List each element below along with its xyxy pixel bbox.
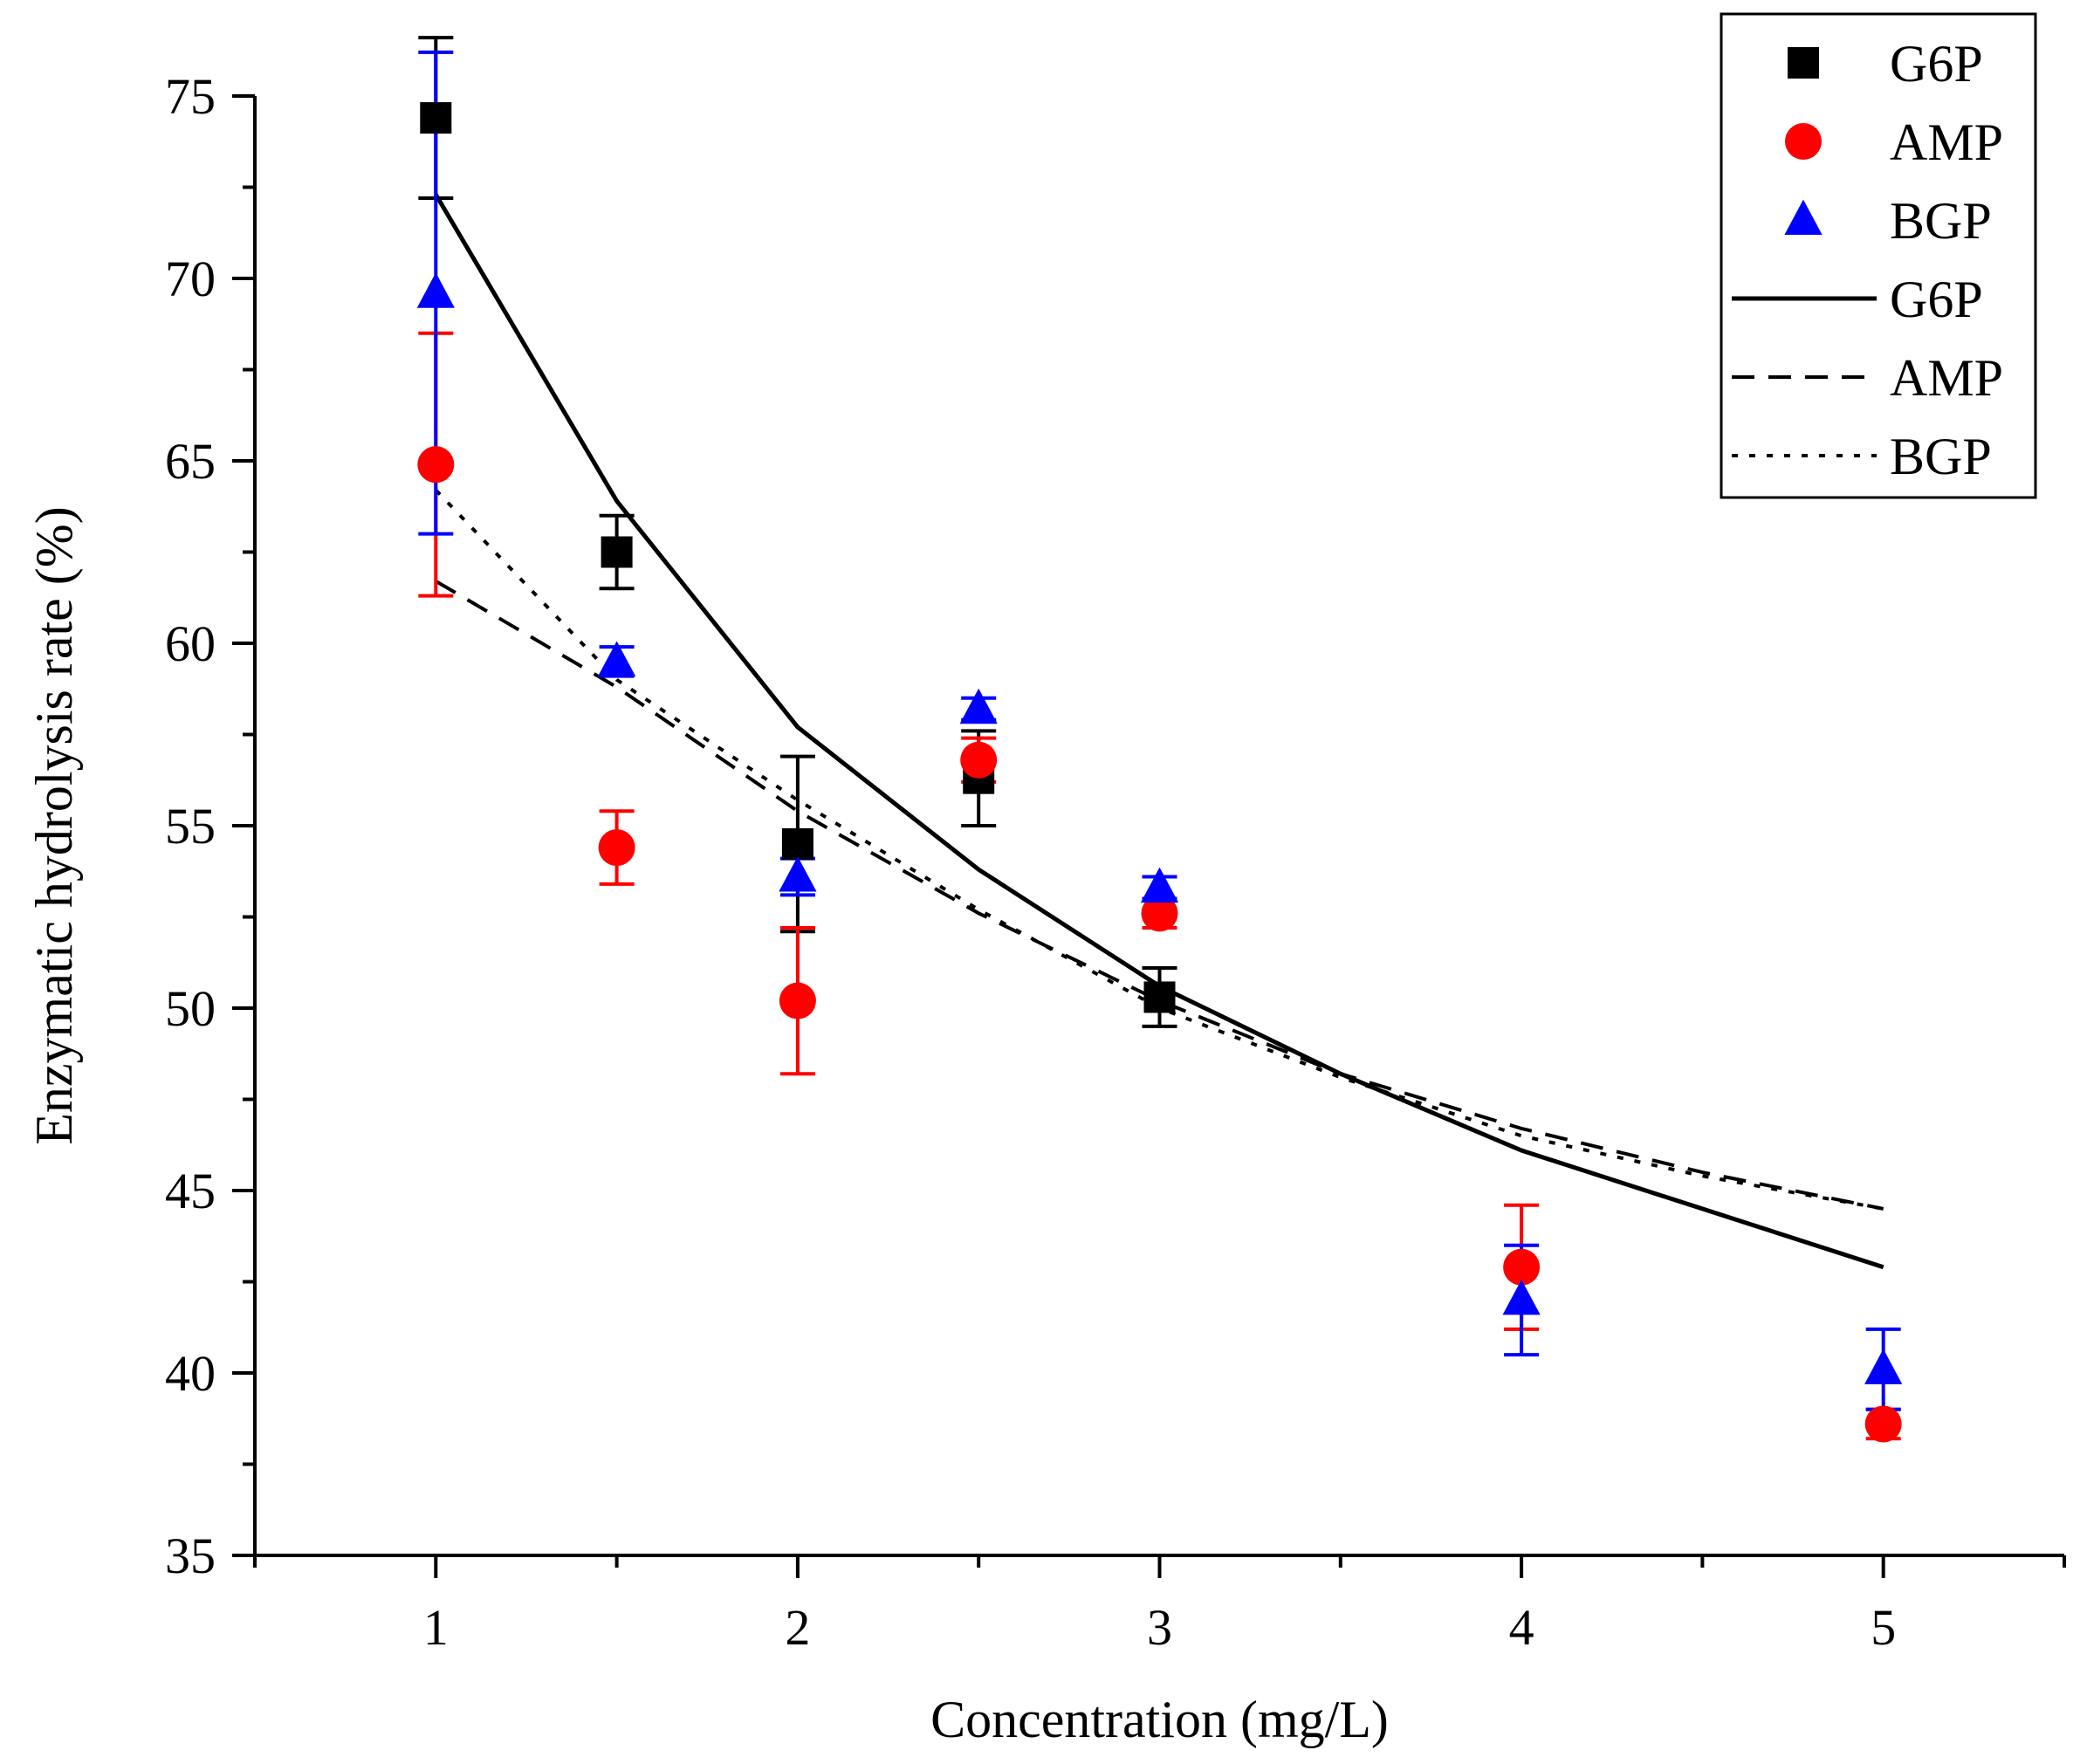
data-point-amp [1503, 1248, 1541, 1286]
y-tick-label: 50 [165, 980, 216, 1037]
data-point-bgp [1864, 1349, 1903, 1384]
legend-label: G6P [1890, 35, 1983, 93]
legend-row-g6p-points: G6P [1788, 35, 1983, 93]
legend-marker-circle [1785, 123, 1822, 160]
legend-label: BGP [1890, 192, 1992, 250]
x-tick-label: 2 [785, 1599, 810, 1656]
data-point-bgp [959, 688, 998, 724]
data-point-bgp [1502, 1279, 1541, 1315]
data-point-g6p [1143, 981, 1176, 1013]
x-tick-label: 3 [1147, 1599, 1172, 1656]
y-tick-label: 60 [165, 615, 216, 672]
error-bars-layer [418, 36, 1901, 1441]
data-point-bgp [779, 856, 817, 892]
legend-label: AMP [1890, 349, 2003, 407]
legend-row-bgp-points: BGP [1784, 192, 1992, 250]
x-axis-title: Concentration (mg/L) [930, 1691, 1389, 1748]
y-tick-label: 70 [165, 251, 216, 307]
data-point-amp [1141, 895, 1178, 932]
fit-lines-layer [434, 193, 1884, 1270]
data-point-bgp [598, 641, 636, 676]
legend-row-bgp-fit: BGP [1732, 428, 1992, 485]
legend-marker-triangle [1784, 199, 1823, 236]
legend-label: AMP [1890, 113, 2003, 171]
data-point-g6p [601, 536, 633, 568]
data-point-bgp [1140, 867, 1179, 903]
y-tick-label: 40 [165, 1345, 216, 1402]
legend-box [1720, 12, 2037, 499]
legend-row-amp-fit: AMP [1732, 349, 2003, 407]
data-point-bgp [416, 272, 455, 308]
legend-row-g6p-fit: G6P [1732, 271, 1983, 328]
x-tick-label: 1 [423, 1599, 449, 1656]
data-point-g6p [420, 102, 452, 134]
data-point-amp [779, 982, 816, 1019]
data-point-amp [960, 741, 998, 779]
fit-line-g6p-solid [434, 193, 1884, 1270]
y-tick-label: 45 [165, 1163, 216, 1219]
y-tick-label: 55 [165, 798, 216, 855]
data-point-amp [417, 446, 455, 484]
data-point-amp [598, 829, 635, 867]
legend-label: G6P [1890, 271, 1983, 328]
y-tick-label: 75 [165, 68, 216, 125]
y-tick-label: 65 [165, 433, 216, 490]
legend-marker-square [1788, 47, 1819, 79]
legend-label: BGP [1890, 428, 1992, 485]
x-tick-label: 5 [1871, 1599, 1896, 1656]
legend: G6P AMP BGP G6P AMP BGP [1720, 12, 2037, 499]
points-layer [416, 102, 1903, 1443]
data-point-g6p [781, 827, 813, 860]
legend-row-amp-points: AMP [1785, 113, 2003, 171]
data-point-amp [1864, 1405, 1902, 1443]
y-axis-title: Enzymatic hydrolysis rate (%) [25, 506, 83, 1144]
x-tick-label: 4 [1509, 1599, 1534, 1656]
y-tick-label: 35 [165, 1527, 216, 1584]
fit-line-bgp-dotted [434, 489, 1884, 1211]
